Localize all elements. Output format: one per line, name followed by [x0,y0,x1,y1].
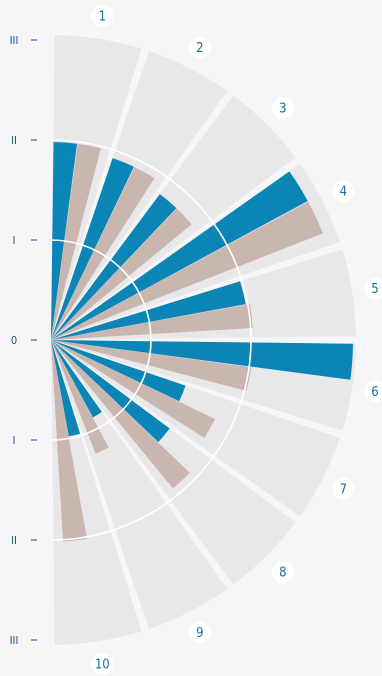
category-badge-1 [91,5,114,27]
scale-tick-label: I [13,234,16,247]
bar-series-1-cat-6 [51,340,353,380]
bar-series-1-cat-4 [51,171,308,340]
bar-series-2-cat-5 [51,304,253,340]
category-label-3: 3 [279,102,286,117]
background-wedge-1 [51,35,142,341]
category-label-4: 4 [340,185,347,200]
category-badge-10 [91,653,114,675]
bar-series-1-cat-7 [51,340,186,402]
category-label-2: 2 [196,41,203,56]
category-badge-9 [188,621,211,644]
bar-series-1-cat-9 [51,340,102,418]
category-badge-4 [332,180,355,203]
category-badge-5 [364,277,382,300]
bar-series-1-cat-5 [51,281,246,340]
category-label-8: 8 [279,565,286,580]
scale-tick-label: III [10,34,19,47]
scale-tick-label: II [11,534,17,547]
bar-series-2-cat-6 [51,340,252,391]
category-labels: 1 2 3 4 5 6 7 8 9 10 [91,5,382,675]
scale-tick-label: III [10,634,19,647]
category-label-6: 6 [371,385,378,400]
category-label-10: 10 [95,658,110,673]
bar-series-2-cat-7 [51,340,215,438]
scale-tick-label: 0 [11,334,17,347]
bar-series-1-cat-3 [51,194,177,340]
category-label-1: 1 [99,10,106,25]
category-badge-8 [271,560,294,583]
scale-tick-label: I [13,434,16,447]
bar-series-1-cat-10 [51,340,81,437]
bar-series-2-cat-10 [51,340,87,542]
category-badge-7 [332,477,355,500]
grid-ring-1 [50,239,152,441]
bar-series-2-cat-3 [51,208,192,340]
category-label-7: 7 [340,482,347,497]
category-badge-3 [271,97,294,120]
category-label-5: 5 [371,282,378,297]
category-badge-2 [188,36,211,59]
bar-series-2-cat-4 [51,201,323,340]
bar-series-2-cat-9 [51,340,109,454]
grid-ring-2 [50,139,252,541]
category-label-9: 9 [196,626,203,641]
bar-series-2-cat-1 [51,143,101,340]
grid-rings [50,139,252,541]
bar-series-2-cat-8 [51,340,190,489]
bar-series-1-cat-8 [51,340,170,442]
background-wedges [51,35,356,645]
scale-tick-label: II [11,134,17,147]
category-badge-6 [364,380,382,403]
